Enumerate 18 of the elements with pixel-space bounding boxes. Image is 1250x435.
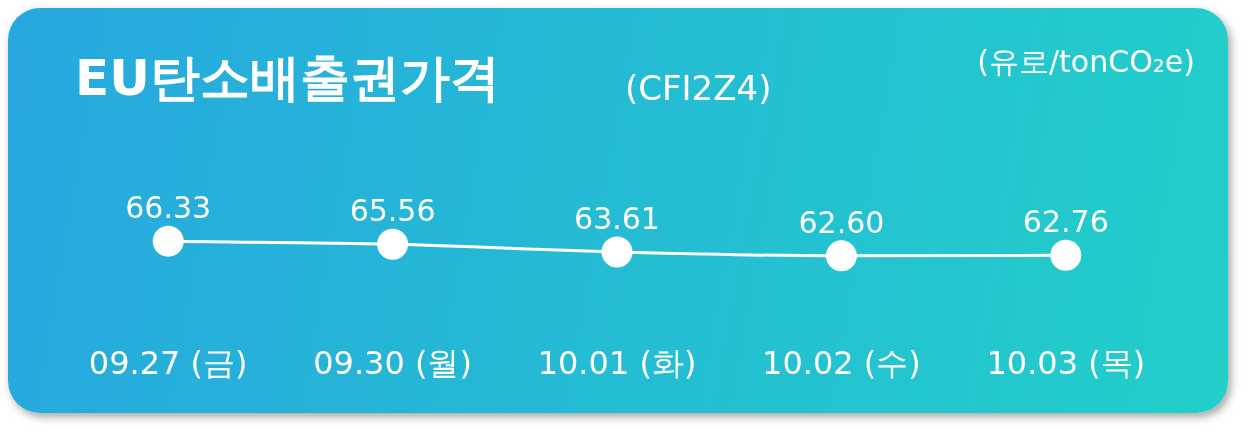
chart-title: EU탄소배출권가격: [75, 48, 500, 109]
chart-subtitle: (CFI2Z4): [625, 68, 772, 108]
data-label: 63.61: [574, 200, 660, 236]
point: [377, 228, 409, 260]
x-tick-label: 09.27 (금): [88, 343, 248, 382]
x-tick-label: 09.30 (월): [313, 343, 472, 382]
point: [152, 225, 184, 257]
data-label: 65.56: [349, 193, 436, 229]
point: [601, 236, 633, 268]
data-label: 62.60: [798, 204, 885, 240]
x-tick-label: 10.01 (화): [537, 343, 697, 382]
data-label: 62.76: [1022, 204, 1109, 240]
point: [1050, 239, 1082, 271]
data-label: 66.33: [125, 190, 212, 226]
text: (유로/tonCO₂e): [977, 43, 1195, 81]
x-tick-label: 10.02 (수): [762, 343, 921, 382]
point: [825, 240, 857, 272]
x-tick-label: 10.03 (목): [986, 343, 1146, 382]
